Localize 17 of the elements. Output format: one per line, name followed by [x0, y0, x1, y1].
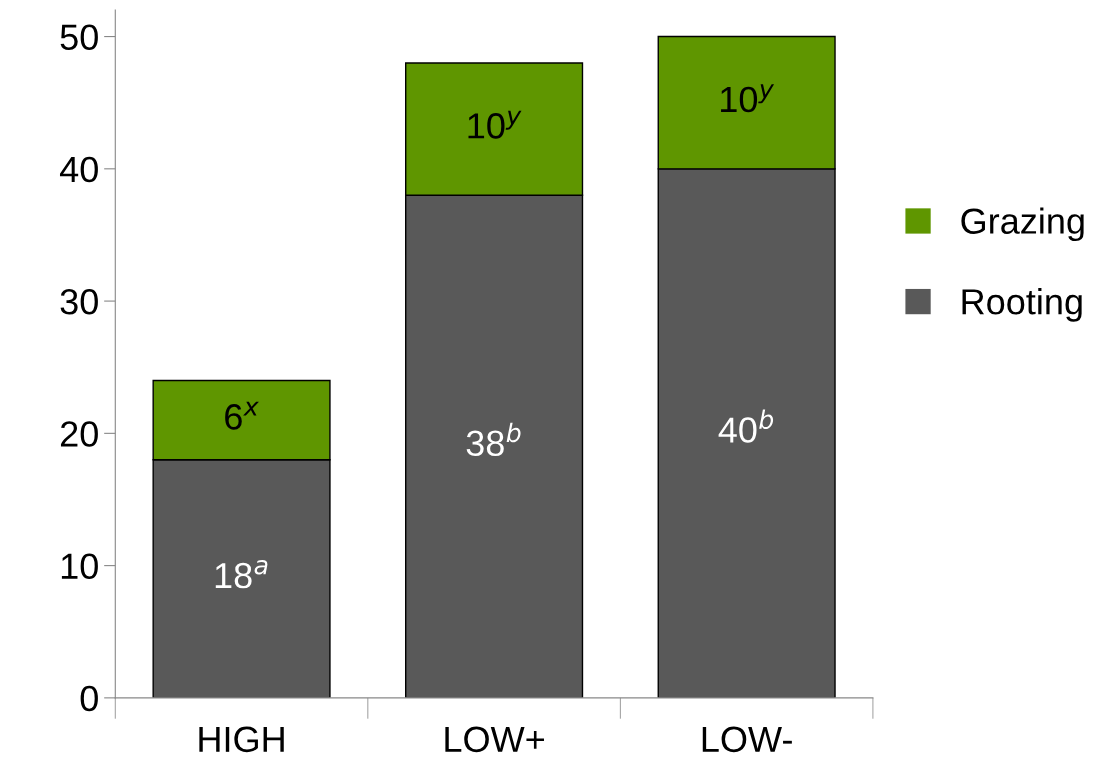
data-label: 40$^{b}$	[718, 409, 774, 443]
data-label: 38$^{b}$	[466, 422, 521, 457]
data-label: 18$^{a}$	[215, 560, 268, 589]
data-label: 10$^{y}$	[468, 110, 522, 139]
y-tick-label: 20	[60, 421, 98, 447]
data-label: 6$^{x}$	[225, 401, 259, 430]
y-tick-label: 0	[80, 685, 98, 712]
x-tick-label: LOW+	[445, 726, 544, 753]
x-tick-label: HIGH	[199, 726, 284, 753]
data-label: 10$^{y}$	[721, 84, 775, 113]
y-tick-label: 50	[60, 24, 98, 51]
y-tick-label: 10	[61, 553, 98, 580]
legend-label: Grazing	[961, 207, 1084, 242]
legend-label: Rooting	[962, 288, 1082, 322]
x-tick-label: LOW-	[702, 726, 792, 753]
y-tick-label: 30	[60, 288, 98, 315]
y-tick-label: 40	[59, 156, 98, 183]
